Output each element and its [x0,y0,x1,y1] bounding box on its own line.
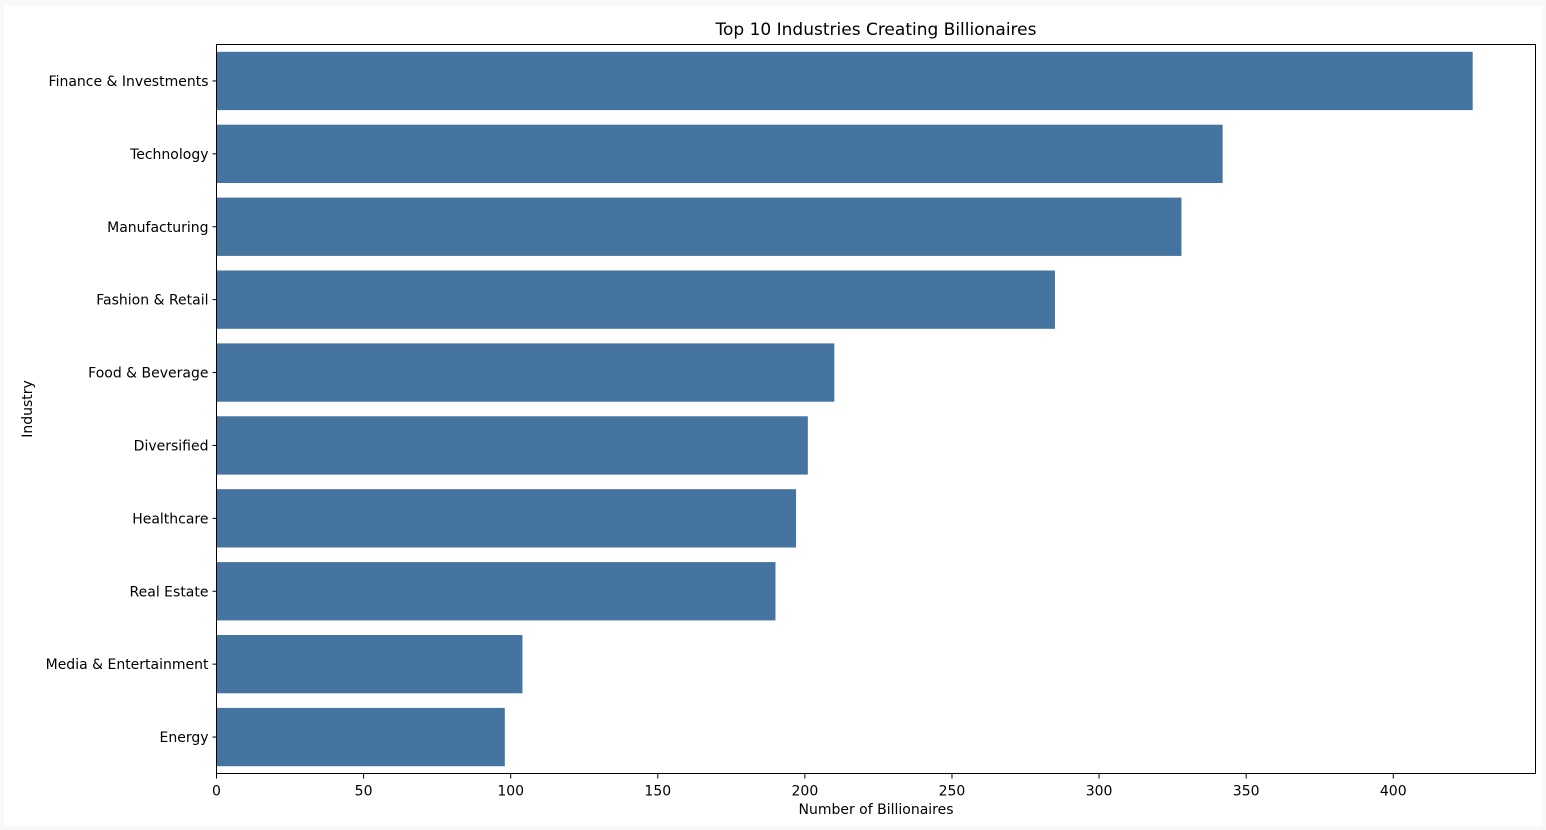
bar-0 [216,51,1473,111]
bar-4 [216,343,835,402]
bar-chart: Top 10 Industries Creating Billionaires … [20,20,1536,818]
y-tick-label: Food & Beverage [88,366,208,382]
y-tick-label: Energy [159,730,208,746]
bar-6 [216,489,797,548]
x-axis-title: Number of Billionaires [798,802,953,818]
y-tick-label: Diversified [134,438,209,454]
chart-title: Top 10 Industries Creating Billionaires [715,20,1037,40]
x-tick-label: 350 [1233,784,1260,800]
y-tick-label: Real Estate [130,584,209,600]
bar-3 [216,270,1055,329]
chart-figure: Top 10 Industries Creating Billionaires … [4,6,1542,826]
plot-frame [216,44,1536,774]
x-tick-label: 150 [644,784,671,800]
bar-5 [216,416,808,475]
y-tick-label: Finance & Investments [49,74,209,90]
y-tick-label: Technology [129,147,208,163]
x-tick-label: 100 [497,784,524,800]
x-tick-label: 400 [1380,784,1407,800]
x-tick-label: 300 [1086,784,1113,800]
bar-8 [216,634,523,694]
x-ticks: 0 50 100 150 200 250 300 350 400 [212,773,1407,800]
y-tick-label: Media & Entertainment [46,657,209,673]
x-tick-label: 200 [792,784,819,800]
bars-group [216,51,1473,767]
y-tick-label: Healthcare [132,511,208,527]
x-tick-label: 0 [212,784,221,800]
y-tick-labels: Finance & Investments Technology Manufactu… [46,74,217,746]
bar-9 [216,707,505,767]
x-tick-label: 250 [939,784,966,800]
y-tick-label: Manufacturing [107,220,208,236]
bar-1 [216,124,1223,184]
y-tick-label: Fashion & Retail [96,293,208,309]
x-tick-label: 50 [355,784,373,800]
bar-7 [216,562,776,621]
bar-2 [216,197,1182,256]
y-axis-title: Industry [20,380,36,438]
